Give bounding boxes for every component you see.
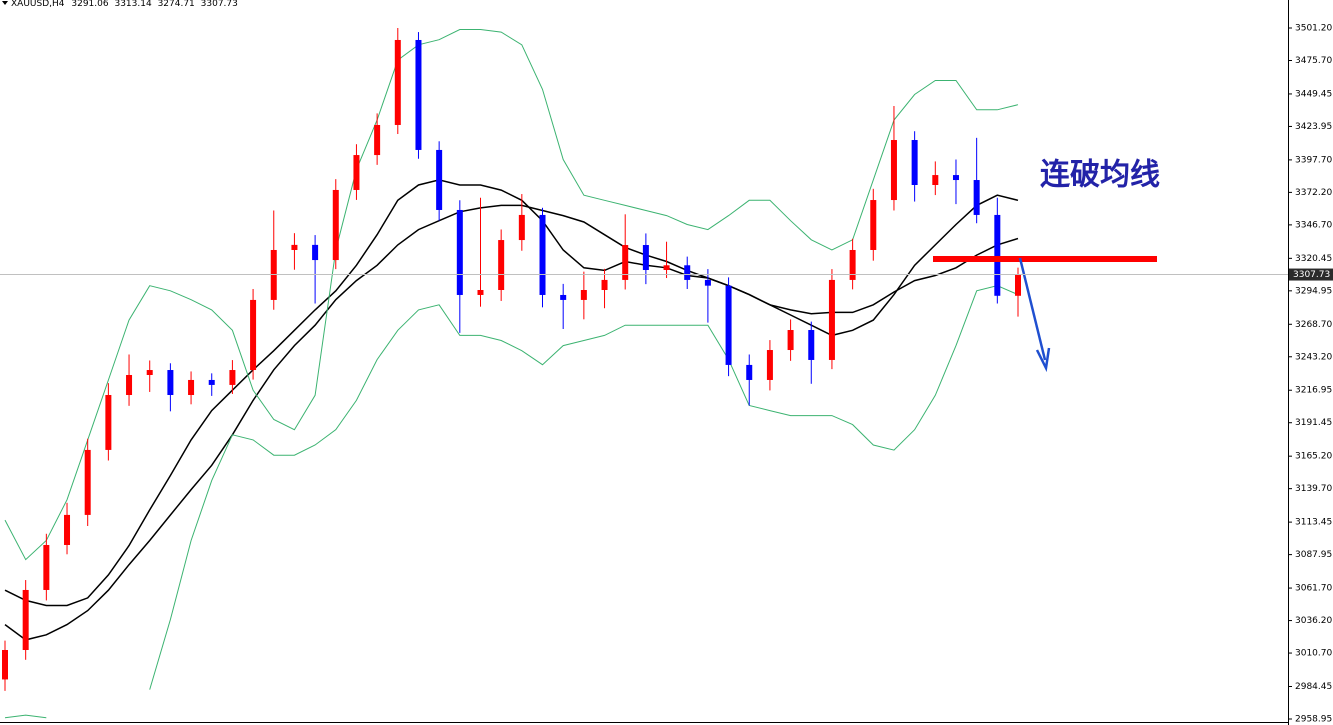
candle-body [332, 189, 339, 261]
candle-body [684, 265, 691, 280]
candle-body [994, 214, 1001, 296]
current-price-box [1289, 268, 1333, 281]
candle-body [849, 249, 856, 280]
y-tick-label: 3010.70 [1295, 649, 1332, 659]
candle-body [663, 265, 670, 270]
annotation: 连破均线 [1040, 158, 1160, 193]
y-tick-label: 3372.20 [1295, 188, 1332, 198]
candle-body [43, 544, 50, 590]
indicator-line [4, 179, 1019, 607]
candle-body [539, 214, 546, 295]
close: 3307.73 [201, 0, 238, 9]
y-tick-label: 3501.20 [1295, 24, 1332, 34]
drawn-level-line [933, 256, 1157, 262]
candle-body [415, 39, 422, 150]
header-triangle [2, 1, 8, 5]
indicator-line [4, 29, 1019, 561]
candle-body [291, 244, 298, 250]
y-tick-label: 3087.95 [1295, 550, 1332, 560]
candle-body [973, 180, 980, 215]
y-tick-label: 3165.20 [1295, 452, 1332, 462]
candle-body [436, 149, 443, 210]
candle-body [84, 449, 91, 515]
symbol: XAUUSD,H4 [11, 0, 65, 9]
candle-body [828, 279, 835, 360]
candle-body [374, 124, 381, 156]
y-tick-label: 2984.45 [1295, 682, 1332, 692]
indicator-line [4, 285, 1019, 719]
y-tick-label: 3294.95 [1295, 286, 1332, 296]
candle-body [870, 200, 877, 250]
y-tick-label: 3397.70 [1295, 155, 1332, 165]
candle-body [642, 245, 649, 270]
y-tick-label: 3475.70 [1295, 56, 1332, 66]
candle-body [105, 395, 112, 450]
plot-area [2, 28, 1021, 719]
y-tick-label: 3216.95 [1295, 386, 1332, 396]
y-tick-label: 3191.45 [1295, 418, 1332, 428]
candle-body [477, 290, 484, 295]
candle-body [208, 379, 215, 385]
candle-body [394, 39, 401, 125]
candle-body [64, 514, 71, 545]
candle-body [1015, 274, 1021, 296]
drawn-arrow-head [1035, 347, 1051, 373]
candle-body [746, 364, 753, 380]
y-tick-label: 3423.95 [1295, 122, 1332, 132]
candle-body [580, 290, 587, 300]
candle-body [456, 209, 463, 295]
y-tick-label: 3036.20 [1295, 616, 1332, 626]
candle-body [229, 370, 236, 385]
y-tick-label: 3320.45 [1295, 254, 1332, 264]
candle-body [518, 214, 525, 241]
candle-body [766, 350, 773, 380]
candle-body [498, 240, 505, 291]
y-tick-label: 3346.70 [1295, 220, 1332, 230]
open: 3291.06 [71, 0, 108, 9]
candle-body [312, 244, 319, 261]
y-tick-label: 3449.45 [1295, 89, 1332, 99]
candle-body [126, 374, 133, 396]
candle-body [2, 649, 8, 680]
candle-body [188, 379, 195, 396]
candle-body [622, 245, 629, 280]
candle-body [601, 279, 608, 291]
y-tick-label: 2958.95 [1295, 715, 1332, 725]
low: 3274.71 [158, 0, 195, 9]
y-tick-label: 3113.45 [1295, 518, 1332, 528]
candle-body [353, 155, 360, 190]
indicator-line [4, 204, 1019, 641]
candle-body [808, 330, 815, 360]
candle-body [22, 589, 29, 650]
candle-body [932, 175, 939, 185]
y-tick-label: 3268.70 [1295, 320, 1332, 330]
y-tick-label: 3061.70 [1295, 584, 1332, 594]
candle-body [725, 285, 732, 365]
candle-body [560, 294, 567, 300]
y-tick-label: 3139.70 [1295, 484, 1332, 494]
chart-header: XAUUSD,H4 3291.06 3313.14 3274.71 3307.7… [11, 0, 238, 9]
y-tick-label: 3243.20 [1295, 352, 1332, 362]
candle-body [890, 140, 897, 201]
candle-body [146, 370, 153, 375]
candle-body [952, 175, 959, 181]
candle-body [167, 370, 174, 396]
candle-body [787, 330, 794, 351]
high: 3313.14 [114, 0, 151, 9]
candle-body [911, 140, 918, 185]
candle-body [704, 279, 711, 286]
current-price-label: 3307.73 [1293, 270, 1330, 280]
candle-body [250, 299, 257, 371]
